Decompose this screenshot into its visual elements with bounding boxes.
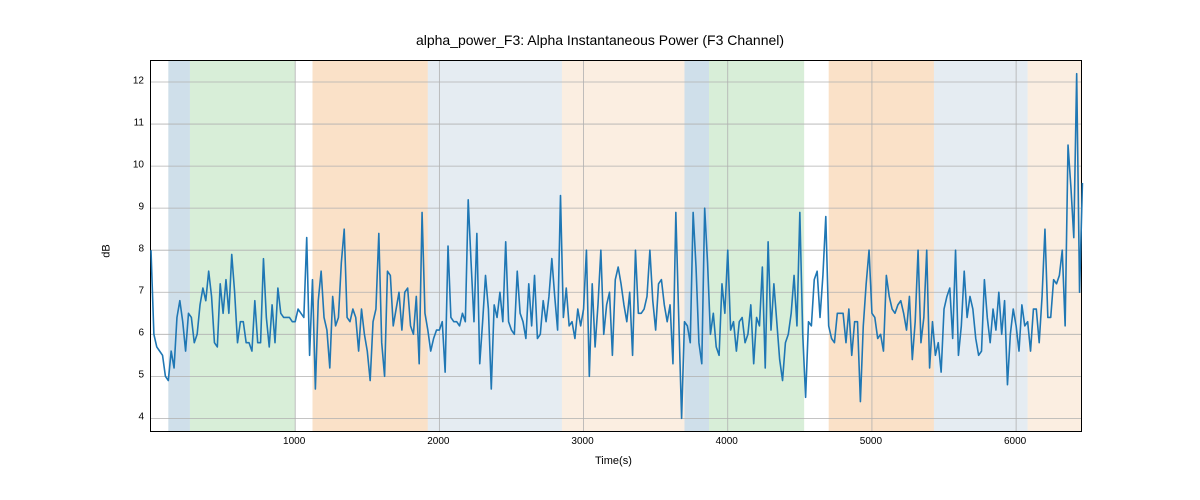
shaded-band [562, 61, 685, 431]
shaded-band [168, 61, 190, 431]
y-tick-label: 9 [122, 202, 144, 213]
y-tick-label: 8 [122, 244, 144, 255]
x-axis-label: Time(s) [595, 455, 632, 467]
y-tick-label: 10 [122, 160, 144, 171]
y-tick-label: 12 [122, 76, 144, 87]
x-tick-label: 1000 [283, 436, 305, 447]
y-tick-label: 11 [122, 118, 144, 129]
y-tick-label: 5 [122, 370, 144, 381]
shaded-band [1028, 61, 1081, 431]
x-tick-label: 3000 [571, 436, 593, 447]
x-tick-label: 5000 [860, 436, 882, 447]
y-axis-label: dB [101, 244, 113, 257]
plot-svg [151, 61, 1081, 431]
chart-title: alpha_power_F3: Alpha Instantaneous Powe… [0, 32, 1200, 48]
x-tick-label: 2000 [427, 436, 449, 447]
x-tick-label: 6000 [1004, 436, 1026, 447]
shaded-band [684, 61, 709, 431]
y-tick-label: 7 [122, 286, 144, 297]
chart-container: alpha_power_F3: Alpha Instantaneous Powe… [0, 0, 1200, 500]
x-tick-label: 4000 [716, 436, 738, 447]
shaded-band [934, 61, 1028, 431]
plot-area [150, 60, 1082, 432]
shaded-band [190, 61, 295, 431]
y-tick-label: 4 [122, 412, 144, 423]
shaded-band [829, 61, 934, 431]
y-tick-label: 6 [122, 328, 144, 339]
shaded-band [709, 61, 804, 431]
